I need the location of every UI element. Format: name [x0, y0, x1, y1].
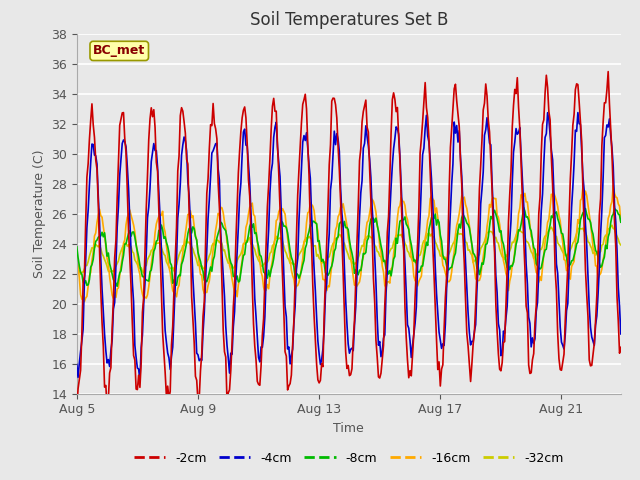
Legend: -2cm, -4cm, -8cm, -16cm, -32cm: -2cm, -4cm, -8cm, -16cm, -32cm	[129, 447, 568, 469]
Y-axis label: Soil Temperature (C): Soil Temperature (C)	[33, 149, 45, 278]
Text: BC_met: BC_met	[93, 44, 145, 58]
X-axis label: Time: Time	[333, 422, 364, 435]
Title: Soil Temperatures Set B: Soil Temperatures Set B	[250, 11, 448, 29]
